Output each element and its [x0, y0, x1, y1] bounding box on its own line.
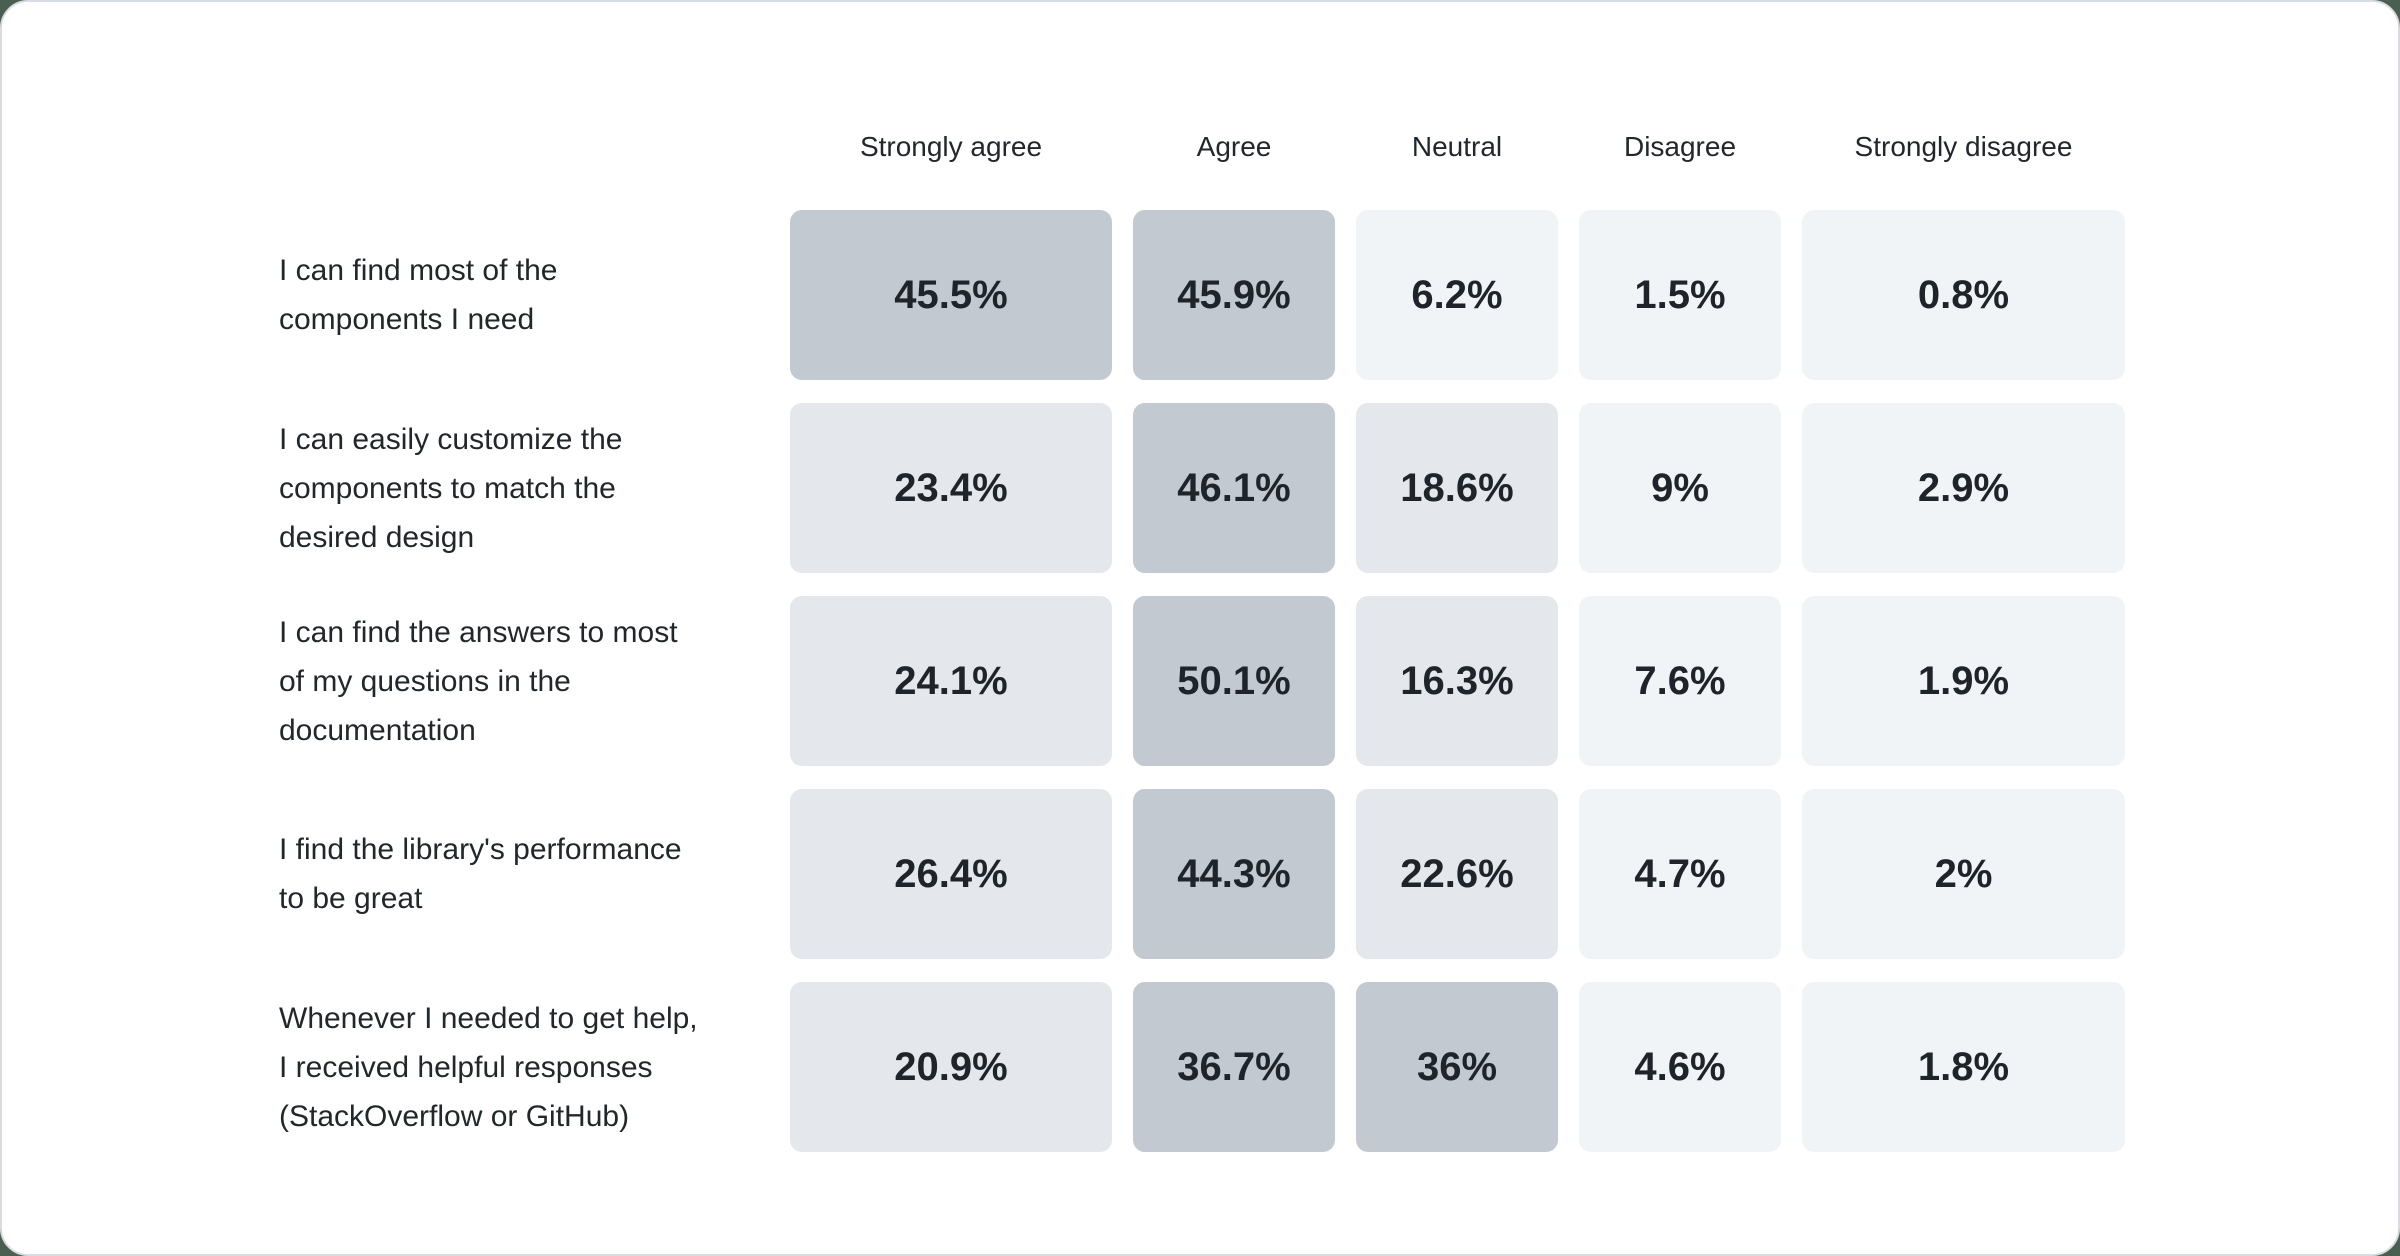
heatmap-cell-value: 36% [1416, 1044, 1498, 1089]
heatmap-cell: 46.1% [1133, 403, 1335, 573]
survey-heatmap: Strongly agree Agree Neutral Disagree Strong… [279, 107, 2125, 1152]
row-label-line: I received helpful responses [279, 1050, 653, 1084]
heatmap-cell-value: 1.5% [1634, 272, 1726, 317]
heatmap-cell: 24.1% [790, 596, 1112, 766]
heatmap-cell: 36.7% [1133, 982, 1335, 1152]
heatmap-cell: 4.7% [1579, 789, 1781, 959]
heatmap-cell: 4.6% [1579, 982, 1781, 1152]
heatmap-cell-value: 2.9% [1917, 465, 2010, 510]
column-header: Strongly disagree [1854, 131, 2073, 162]
row-label: I can find most of the components I need [279, 210, 769, 380]
heatmap-cell: 44.3% [1133, 789, 1335, 959]
row-label-line: to be great [279, 882, 423, 915]
row-label: I can find the answers to most of my ques… [279, 596, 769, 766]
heatmap-cell-value: 0.8% [1917, 272, 2010, 317]
heatmap-cell: 26.4% [790, 789, 1112, 959]
heatmap-cell: 45.5% [790, 210, 1112, 380]
column-header: Strongly agree [859, 131, 1043, 162]
heatmap-cell-value: 4.7% [1634, 851, 1726, 896]
row-label-line: Whenever I needed to get help, [279, 1001, 698, 1035]
column-header: Disagree [1623, 131, 1737, 162]
heatmap-cell-value: 2% [1934, 851, 1993, 896]
heatmap-cell: 1.5% [1579, 210, 1781, 380]
row-label-line: documentation [279, 713, 476, 747]
heatmap-cell-value: 6.2% [1411, 272, 1503, 317]
row-label-line: I find the library's performance [279, 833, 682, 866]
heatmap-cell-value: 22.6% [1400, 851, 1514, 896]
heatmap-cell: 23.4% [790, 403, 1112, 573]
heatmap-cell-value: 4.6% [1634, 1044, 1726, 1089]
row-label-line: desired design [279, 520, 475, 554]
heatmap-cell-value: 18.6% [1400, 465, 1514, 510]
heatmap-cell-value: 50.1% [1177, 658, 1291, 703]
heatmap-cell: 0.8% [1802, 210, 2125, 380]
heatmap-cell-value: 24.1% [894, 658, 1008, 703]
row-label-line: components to match the [279, 471, 616, 505]
heatmap-cell-value: 7.6% [1634, 658, 1726, 703]
heatmap-cell-value: 1.8% [1917, 1044, 2010, 1089]
heatmap-cell-value: 44.3% [1177, 851, 1291, 896]
heatmap-cell: 20.9% [790, 982, 1112, 1152]
heatmap-cell: 50.1% [1133, 596, 1335, 766]
heatmap-cell-value: 45.9% [1177, 272, 1291, 317]
heatmap-cell: 7.6% [1579, 596, 1781, 766]
row-label-line: (StackOverflow or GitHub) [279, 1099, 630, 1133]
heatmap-cell-value: 26.4% [894, 851, 1008, 896]
column-header: Neutral [1411, 131, 1503, 162]
heatmap-cell: 2.9% [1802, 403, 2125, 573]
row-label-line: I can find most of the [279, 254, 558, 287]
heatmap-cell-value: 46.1% [1177, 465, 1291, 510]
row-label-line: I can easily customize the [279, 422, 623, 456]
heatmap-cell: 2% [1802, 789, 2125, 959]
column-header: Agree [1196, 131, 1272, 162]
row-label: I find the library's performance to be gr… [279, 789, 769, 959]
row-label-line: I can find the answers to most [279, 615, 678, 649]
heatmap-cell: 6.2% [1356, 210, 1558, 380]
heatmap-cell: 1.9% [1802, 596, 2125, 766]
row-label: Whenever I needed to get help, I received… [279, 982, 769, 1152]
heatmap-cell: 9% [1579, 403, 1781, 573]
heatmap-cell-value: 20.9% [894, 1044, 1008, 1089]
row-label-line: components I need [279, 303, 535, 336]
heatmap-cell-value: 16.3% [1400, 658, 1514, 703]
heatmap-cell-value: 1.9% [1917, 658, 2010, 703]
heatmap-cell-value: 23.4% [894, 465, 1008, 510]
heatmap-cell: 1.8% [1802, 982, 2125, 1152]
heatmap-cell: 22.6% [1356, 789, 1558, 959]
heatmap-cell: 16.3% [1356, 596, 1558, 766]
row-label-line: of my questions in the [279, 664, 571, 698]
heatmap-cell-value: 36.7% [1177, 1044, 1291, 1089]
heatmap-cell: 45.9% [1133, 210, 1335, 380]
heatmap-cell: 18.6% [1356, 403, 1558, 573]
matrix-corner-spacer [279, 107, 769, 187]
heatmap-cell-value: 45.5% [894, 272, 1008, 317]
heatmap-cell-value: 9% [1651, 465, 1709, 510]
heatmap-cell: 36% [1356, 982, 1558, 1152]
row-label: I can easily customize the components to … [279, 403, 769, 573]
